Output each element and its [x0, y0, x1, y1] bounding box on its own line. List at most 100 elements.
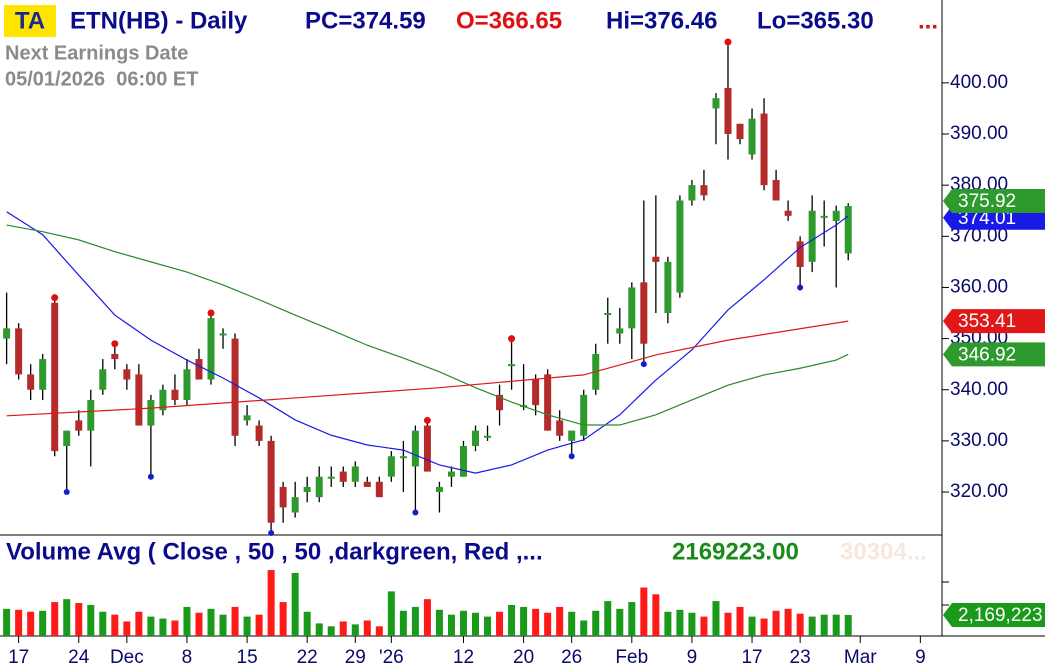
y-tick-label: 390.00: [950, 123, 1008, 144]
volume-bar: [604, 601, 612, 636]
volume-bar: [844, 614, 852, 636]
candle-body: [135, 374, 143, 426]
x-tick-label: 12: [453, 647, 474, 668]
low-marker: [147, 473, 154, 480]
x-tick-label: 17: [741, 647, 762, 668]
volume-bar: [556, 606, 564, 636]
candle-body: [604, 313, 612, 316]
volume-faded: 30304...: [840, 538, 927, 565]
candle-body: [640, 282, 648, 344]
candle-body: [556, 420, 564, 436]
volume-bar: [808, 616, 816, 636]
candle-body: [243, 415, 251, 421]
candle-body: [616, 328, 624, 334]
x-tick-label: Feb: [615, 647, 648, 668]
candle-body: [676, 200, 684, 293]
candle-body: [399, 456, 407, 459]
volume-bar: [435, 609, 443, 636]
high-marker: [111, 340, 119, 348]
x-tick-label: 23: [790, 647, 811, 668]
candle-body: [159, 389, 167, 411]
candle-body: [339, 471, 347, 482]
volume-bar: [459, 610, 467, 636]
volume-bar: [51, 602, 59, 636]
volume-bar: [171, 620, 179, 636]
candle-body: [39, 359, 47, 390]
volume-bar: [736, 606, 744, 636]
candle-body: [123, 369, 131, 380]
candle-body: [267, 440, 275, 523]
y-tick-label: 360.00: [950, 276, 1008, 297]
more: ...: [918, 7, 938, 34]
x-tick-label: 9: [687, 647, 698, 668]
high-marker: [724, 38, 732, 46]
volume-bar: [375, 626, 383, 636]
volume-bar: [820, 614, 828, 636]
candle-body: [363, 481, 371, 487]
candle-body: [423, 425, 431, 472]
candle-body: [712, 98, 720, 109]
candle-body: [808, 210, 816, 262]
candle-body: [291, 497, 299, 513]
candle-body: [472, 430, 480, 447]
volume-label-box: [943, 602, 1045, 627]
candle-body: [447, 471, 455, 477]
volume-bar: [472, 612, 480, 636]
y-tick-label: 330.00: [950, 430, 1008, 451]
open-text: O=366.65: [456, 7, 562, 34]
candle-body: [3, 328, 11, 339]
x-tick-label: '26: [379, 647, 404, 668]
candle-body: [652, 256, 660, 262]
volume-bar: [628, 602, 636, 636]
volume-bar: [796, 613, 804, 636]
candle-body: [820, 215, 828, 218]
volume-bar: [207, 608, 215, 636]
volume-bar: [724, 612, 732, 636]
y-tick-label: 320.00: [950, 481, 1008, 502]
volume-bar: [580, 620, 588, 636]
volume-label: 2,169,223: [958, 605, 1043, 626]
volume-bar: [772, 610, 780, 636]
volume-bar: [267, 570, 275, 636]
volume-bar: [652, 594, 660, 636]
candle-body: [508, 364, 516, 367]
volume-bar: [75, 603, 83, 636]
high-text: Hi=376.46: [606, 7, 717, 34]
volume-bar: [423, 599, 431, 636]
high-marker: [207, 309, 215, 317]
candle-body: [484, 435, 492, 438]
candle-body: [87, 399, 95, 431]
volume-bar: [111, 614, 119, 636]
volume-bar: [99, 611, 107, 636]
low-marker: [797, 284, 804, 291]
volume-bar: [616, 608, 624, 636]
volume-bar: [532, 608, 540, 636]
x-tick-label: 29: [345, 647, 366, 668]
volume-bar: [327, 626, 335, 636]
low-text: Lo=365.30: [757, 7, 874, 34]
candle-body: [411, 430, 419, 467]
x-tick-label: 9: [915, 647, 926, 668]
candle-body: [459, 446, 467, 477]
ma-blue-label: 374.01: [958, 208, 1016, 229]
volume-bar: [159, 618, 167, 636]
candle-body: [496, 394, 504, 411]
volume-bar: [664, 611, 672, 636]
volume-bar: [399, 610, 407, 636]
x-tick-label: 26: [561, 647, 582, 668]
volume-title: Volume Avg ( Close , 50 , 50 ,darkgreen,…: [6, 538, 543, 565]
moving-average: [6, 320, 849, 417]
volume-bar: [387, 591, 395, 636]
volume-bar: [39, 610, 47, 636]
last-price-label-box: [943, 189, 1045, 214]
volume-bar: [411, 606, 419, 636]
badge-box: [4, 5, 56, 37]
candle-body: [279, 486, 287, 508]
candle-body: [63, 430, 71, 447]
last-price-label: 375.92: [958, 191, 1016, 212]
candle-body: [772, 180, 780, 201]
badge: TA: [15, 7, 45, 34]
x-tick-label: 20: [513, 647, 534, 668]
moving-average: [6, 211, 849, 474]
volume-bar: [339, 621, 347, 636]
